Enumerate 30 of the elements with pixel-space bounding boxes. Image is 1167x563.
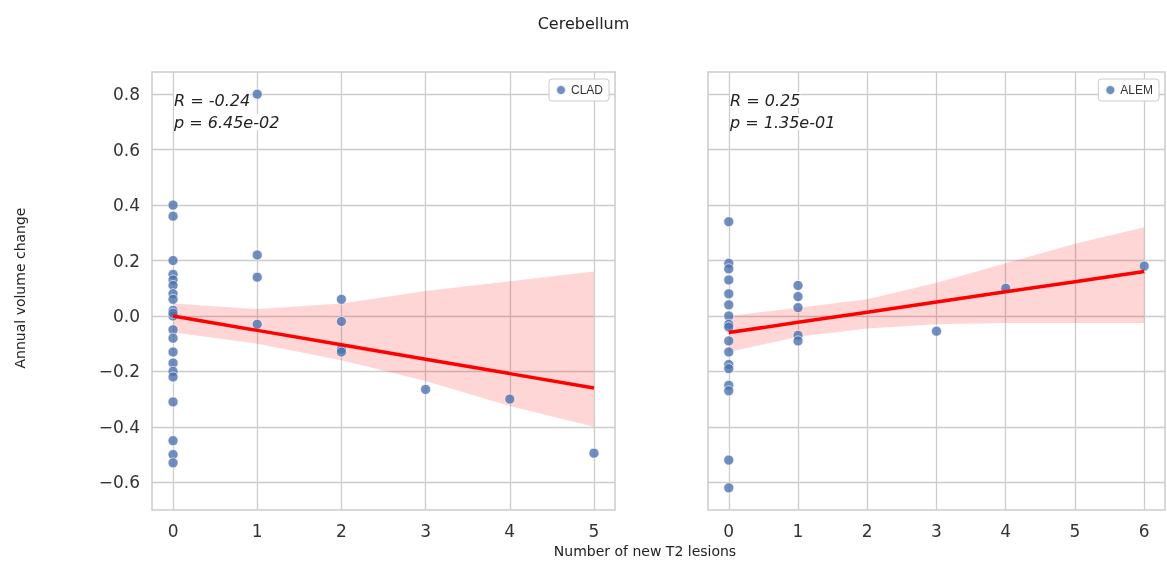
x-tick-label: 4 xyxy=(1000,520,1012,541)
x-tick-label: 4 xyxy=(504,520,516,541)
y-tick-label: −0.4 xyxy=(98,416,140,437)
annotation: R = -0.24 xyxy=(174,90,251,110)
x-tick-label: 0 xyxy=(167,520,179,541)
annotation: p = 1.35e-01 xyxy=(729,112,836,132)
x-tick-label: 5 xyxy=(1069,520,1081,541)
x-tick-label: 3 xyxy=(931,520,942,541)
y-tick-label: 0.6 xyxy=(112,139,140,160)
x-axis-title: Number of new T2 lesions xyxy=(552,543,738,559)
chart-title: Cerebellum xyxy=(536,14,631,33)
y-tick-label: 0.2 xyxy=(112,250,140,271)
annotation: R = 0.25 xyxy=(730,90,801,110)
x-tick-label: 2 xyxy=(861,520,873,541)
y-axis-title: Annual volume change xyxy=(12,206,28,371)
y-tick-label: 0.4 xyxy=(112,195,140,216)
x-tick-label: 6 xyxy=(1138,520,1150,541)
y-tick-label: −0.2 xyxy=(98,361,140,382)
x-tick-label: 1 xyxy=(251,520,263,541)
x-tick-label: 3 xyxy=(420,520,431,541)
y-tick-label: −0.6 xyxy=(98,472,140,493)
x-tick-label: 0 xyxy=(723,520,735,541)
legend-label: ALEM xyxy=(1120,83,1154,97)
x-tick-label: 1 xyxy=(792,520,804,541)
y-tick-label: 0.8 xyxy=(112,84,140,105)
annotation: p = 6.45e-02 xyxy=(173,112,280,132)
legend-label: CLAD xyxy=(570,83,604,97)
y-tick-label: 0.0 xyxy=(112,305,140,326)
x-tick-label: 5 xyxy=(588,520,600,541)
x-tick-label: 2 xyxy=(336,520,347,541)
